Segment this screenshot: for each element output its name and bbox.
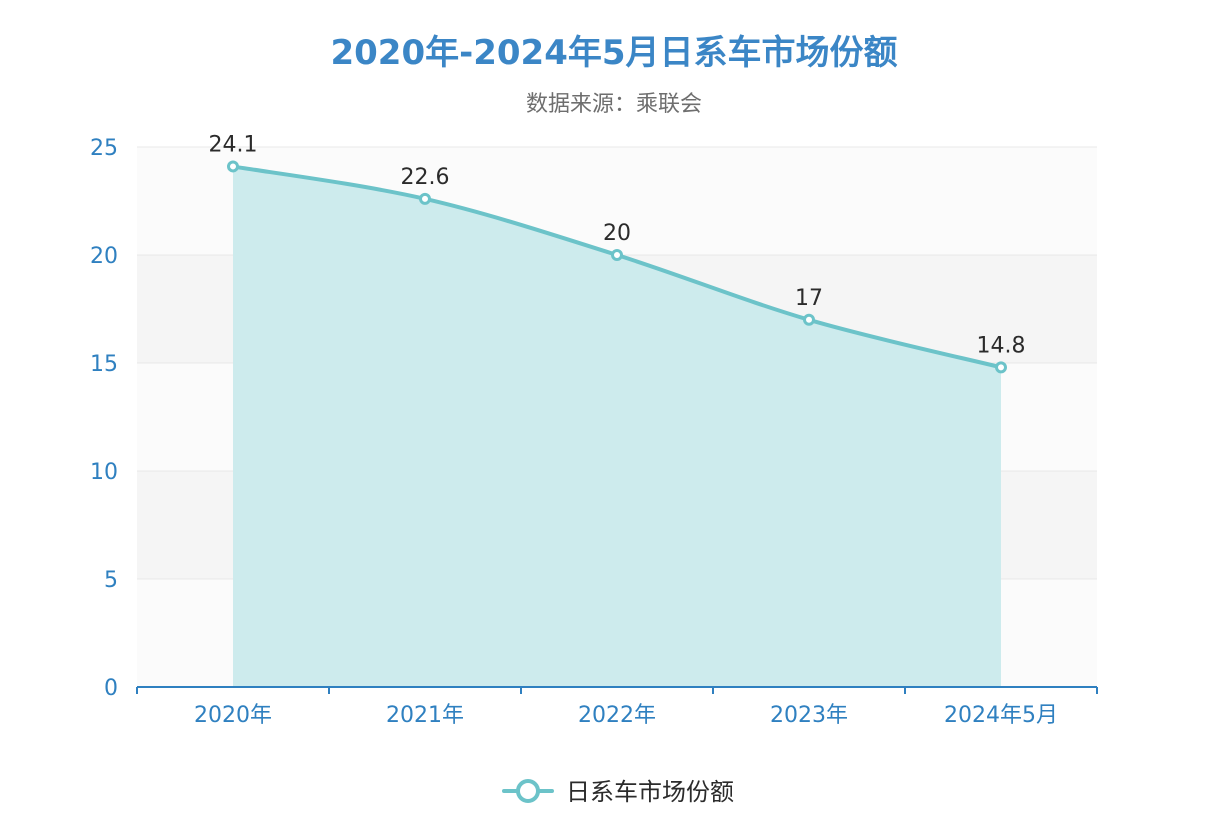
y-tick-label: 25 — [90, 136, 118, 161]
y-tick-label: 10 — [90, 460, 118, 485]
y-axis: 0 5 10 15 20 25 — [90, 136, 118, 701]
data-point — [803, 313, 815, 326]
x-axis: 2020年 2021年 2022年 2023年 2024年5月 — [136, 686, 1098, 728]
data-point — [995, 361, 1007, 374]
data-point — [227, 160, 239, 173]
legend: 日系车市场份额 — [502, 778, 734, 806]
y-tick-label: 15 — [90, 352, 118, 377]
data-labels: 24.1 22.6 20 17 14.8 — [209, 132, 1026, 358]
data-point — [611, 249, 623, 261]
x-tick-label: 2024年5月 — [944, 703, 1058, 728]
data-points — [227, 160, 1007, 374]
x-tick-label: 2022年 — [578, 703, 656, 728]
data-label: 24.1 — [209, 132, 258, 157]
chart-subtitle: 数据来源：乘联会 — [526, 92, 702, 117]
x-tick-label: 2021年 — [386, 703, 464, 728]
y-tick-label: 5 — [104, 568, 118, 593]
series-area — [233, 166, 1001, 687]
data-point — [419, 192, 431, 205]
y-tick-label: 20 — [90, 244, 118, 269]
legend-marker — [516, 779, 540, 803]
legend-label: 日系车市场份额 — [566, 778, 734, 806]
data-label: 20 — [603, 221, 631, 246]
data-label: 17 — [795, 286, 823, 311]
data-label: 22.6 — [401, 165, 450, 190]
data-label: 14.8 — [977, 333, 1026, 358]
y-tick-label: 0 — [104, 676, 118, 701]
x-tick-label: 2020年 — [194, 703, 272, 728]
chart-title: 2020年-2024年5月日系车市场份额 — [330, 33, 897, 73]
series-area-fill — [233, 166, 1001, 687]
x-tick-label: 2023年 — [770, 703, 848, 728]
